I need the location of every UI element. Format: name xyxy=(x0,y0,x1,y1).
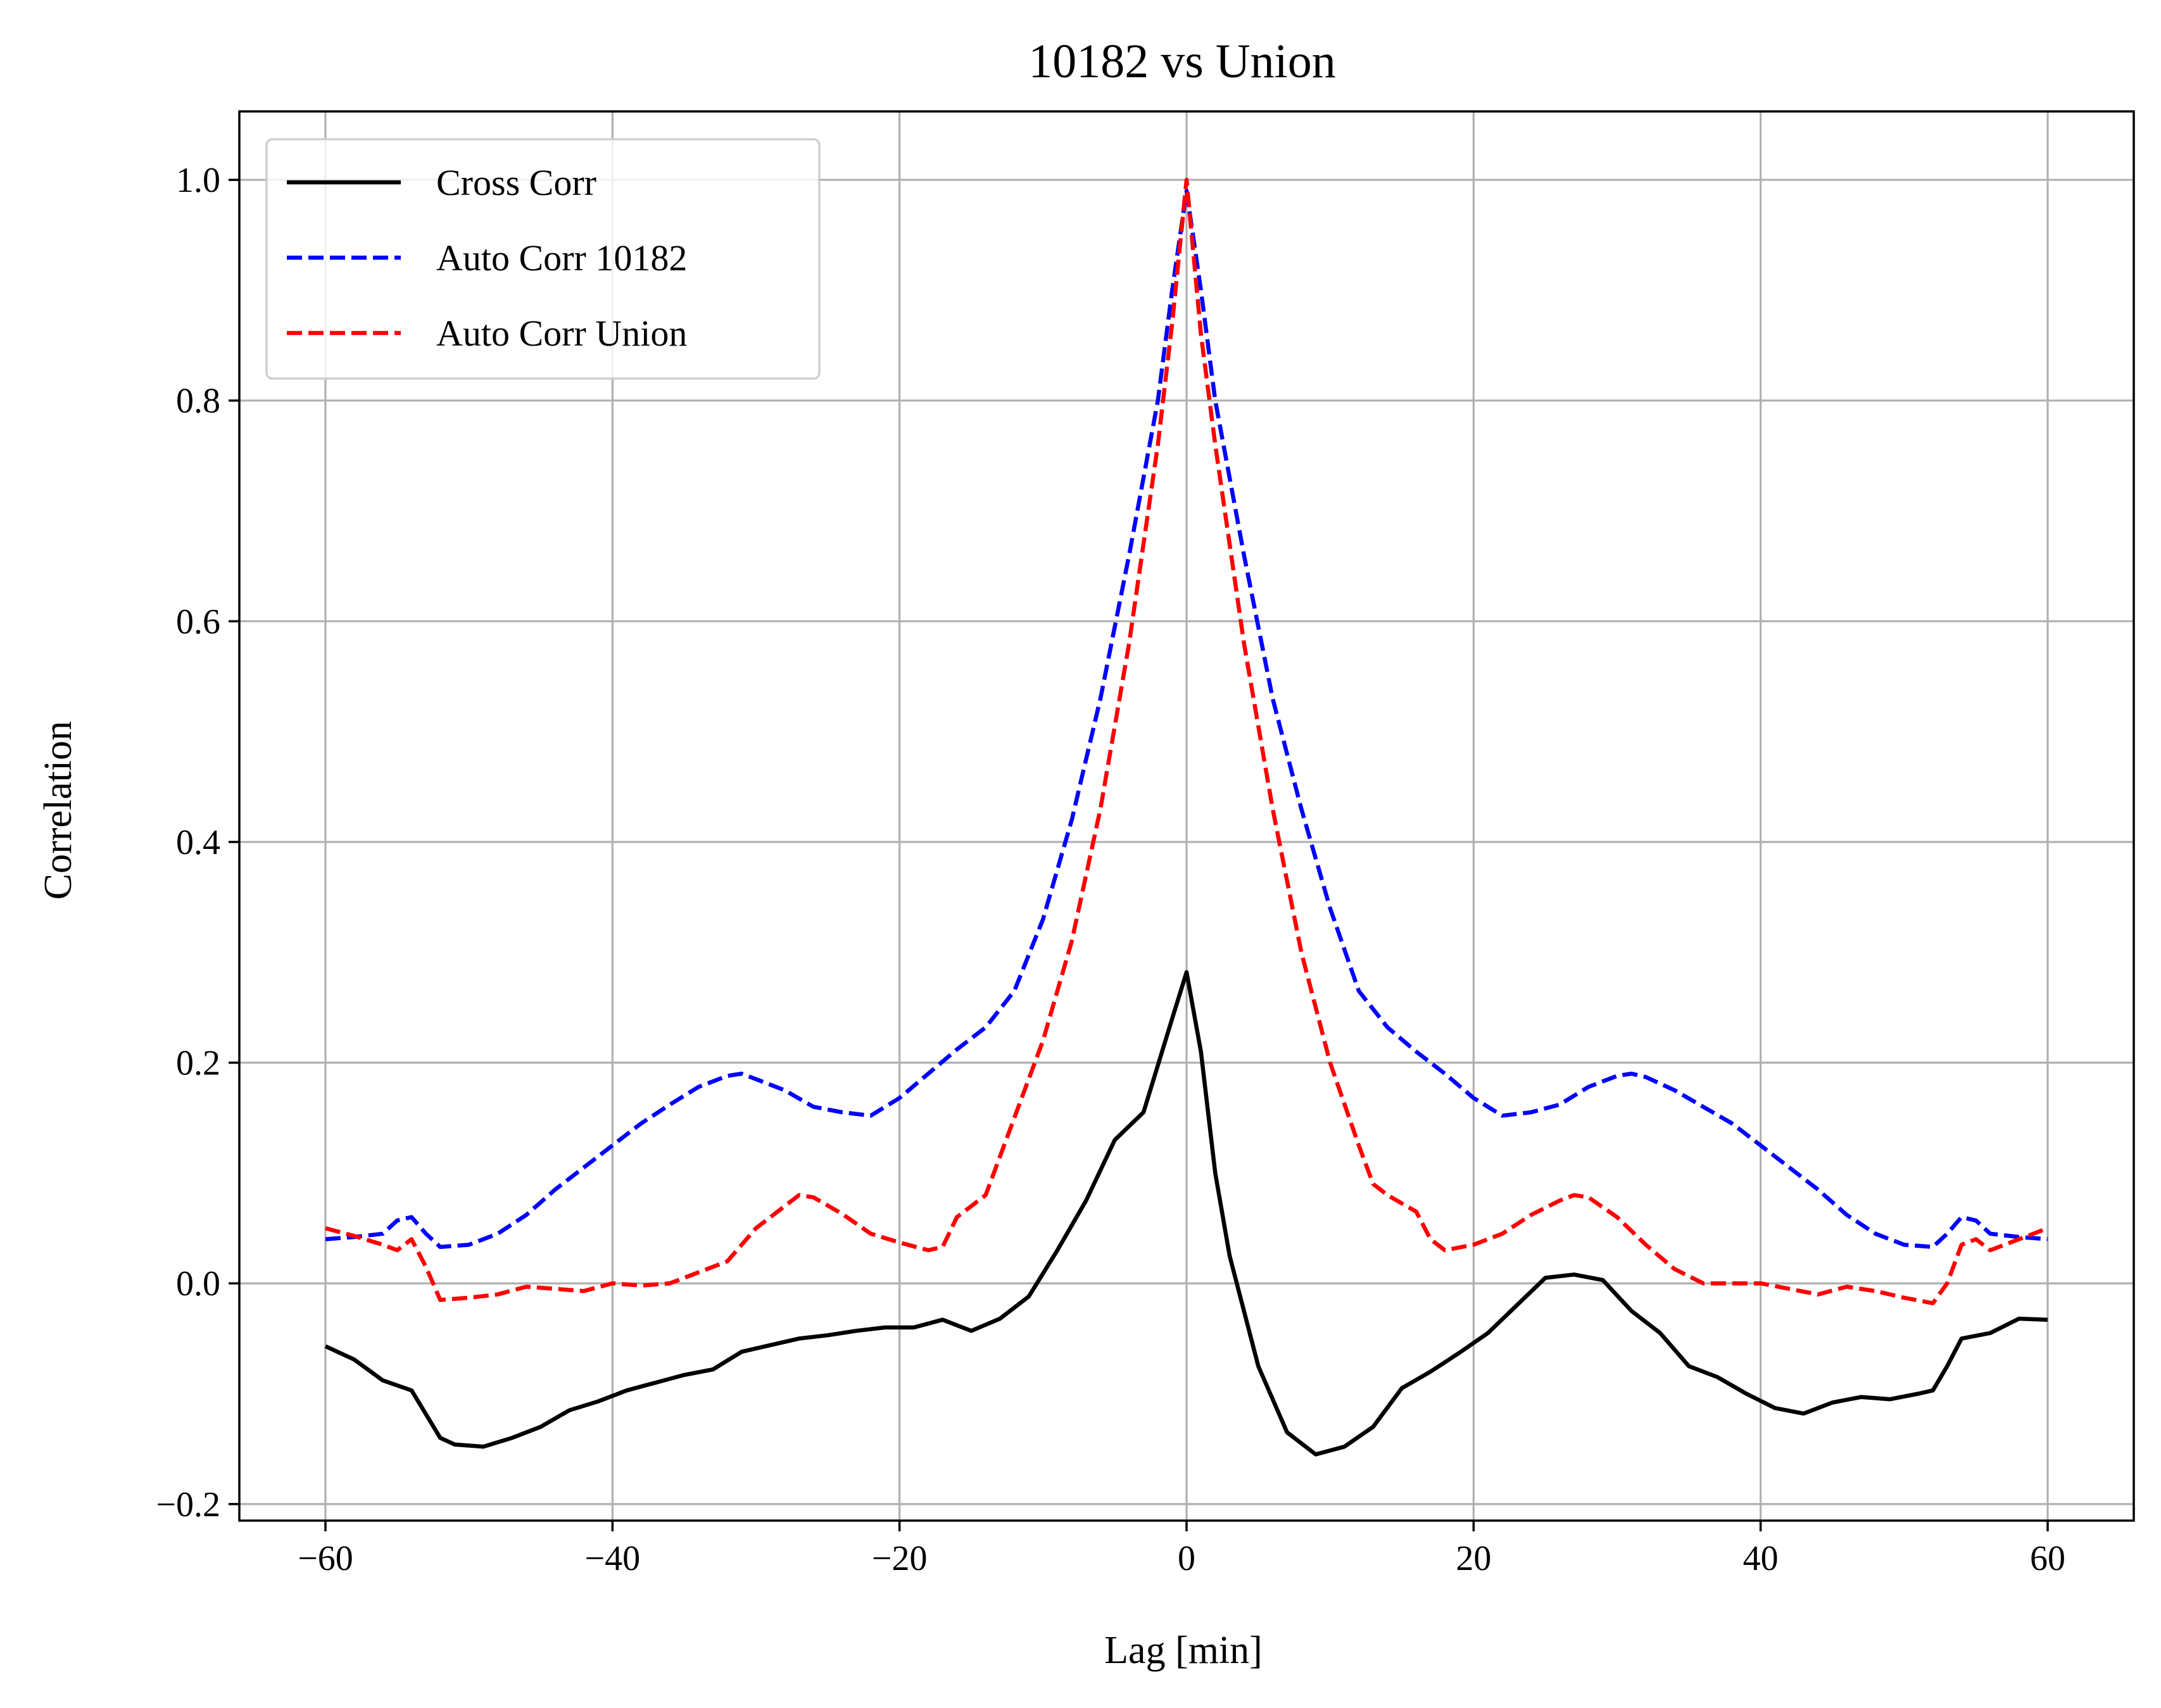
x-tick-label: −60 xyxy=(298,1539,353,1578)
y-tick-label: 0.4 xyxy=(176,823,220,862)
x-tick-label: 60 xyxy=(2030,1539,2065,1578)
y-tick-label: 0.8 xyxy=(176,382,220,421)
series-line-auto-corr-union xyxy=(325,177,2049,1305)
x-tick-label: 40 xyxy=(1743,1539,1779,1578)
y-tick-label: 0.6 xyxy=(176,602,220,641)
chart-title: 10182 vs Union xyxy=(1028,35,1336,88)
y-axis-label: Correlation xyxy=(37,721,80,900)
series-lines xyxy=(324,177,2049,1457)
series-line-cross-corr xyxy=(324,970,2048,1457)
legend-box xyxy=(265,138,821,380)
x-axis-label: Lag [min] xyxy=(1104,1629,1263,1672)
legend-label-auto-corr-10182: Auto Corr 10182 xyxy=(436,237,687,279)
axis-ticks: −60 −40 −20 0 20 40 60 −0.2 0.0 0.2 0.4 0.6 0.8 1.0 xyxy=(156,161,2065,1578)
y-tick-label: 1.0 xyxy=(176,161,220,200)
x-tick-label: −40 xyxy=(585,1539,641,1578)
legend-label-cross-corr: Cross Corr xyxy=(436,162,596,203)
y-tick-label: −0.2 xyxy=(156,1485,220,1524)
legend: Cross Corr Auto Corr 10182 Auto Corr Union xyxy=(265,138,821,380)
series-line-auto-corr-10182 xyxy=(325,189,2048,1249)
y-tick-label: 0.0 xyxy=(176,1264,220,1303)
x-tick-label: 20 xyxy=(1456,1539,1491,1578)
legend-label-auto-corr-union: Auto Corr Union xyxy=(436,313,687,354)
x-tick-label: 0 xyxy=(1178,1539,1195,1578)
x-tick-label: −20 xyxy=(872,1539,928,1578)
y-tick-label: 0.2 xyxy=(176,1044,220,1083)
